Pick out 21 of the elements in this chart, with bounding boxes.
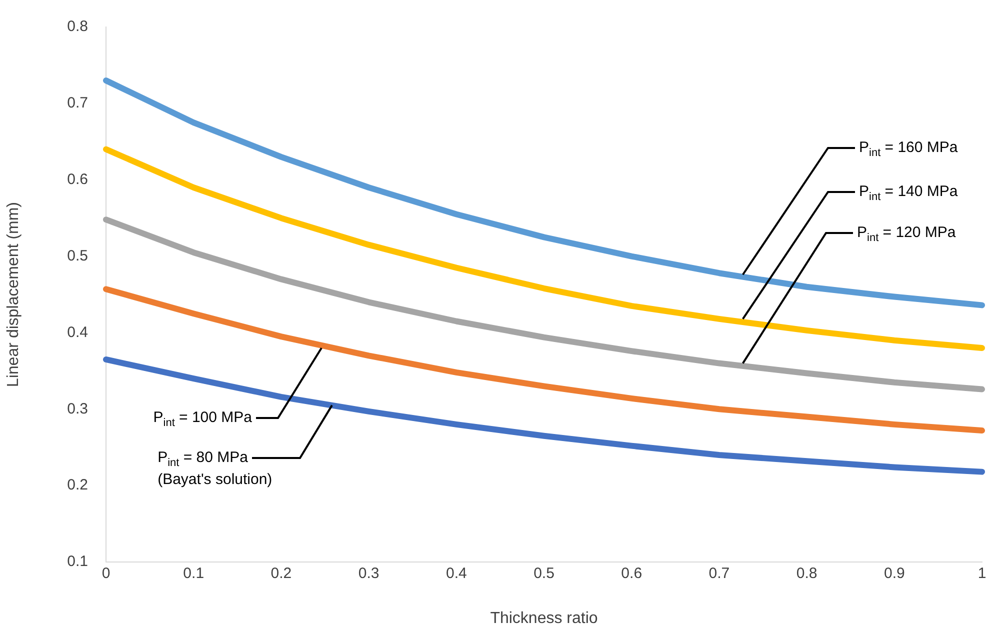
x-tick-label: 0.1 (183, 565, 204, 582)
x-axis-title: Thickness ratio (490, 610, 598, 627)
x-tick-label: 0.2 (270, 565, 292, 582)
x-tick-label: 0.9 (884, 565, 905, 582)
y-tick-label: 0.2 (67, 476, 88, 494)
x-tick-label: 0.7 (708, 565, 730, 582)
x-tick-label: 0.5 (534, 565, 554, 582)
x-tick-label: 0.3 (358, 565, 380, 582)
y-axis-title: Linear displacement (mm) (5, 202, 22, 387)
y-tick-label: 0.5 (67, 247, 88, 264)
y-tick-label: 0.8 (67, 18, 88, 36)
x-tick-label: 0.6 (621, 565, 642, 582)
y-tick-label: 0.6 (67, 171, 88, 188)
y-tick-label: 0.1 (67, 553, 88, 570)
x-tick-label: 0 (102, 565, 110, 582)
y-tick-label: 0.3 (67, 400, 88, 418)
x-tick-label: 0.8 (796, 565, 818, 582)
y-tick-label: 0.7 (67, 94, 88, 112)
y-tick-label: 0.4 (67, 324, 88, 341)
x-tick-label: 1 (978, 565, 986, 582)
x-tick-label: 0.4 (446, 565, 467, 582)
